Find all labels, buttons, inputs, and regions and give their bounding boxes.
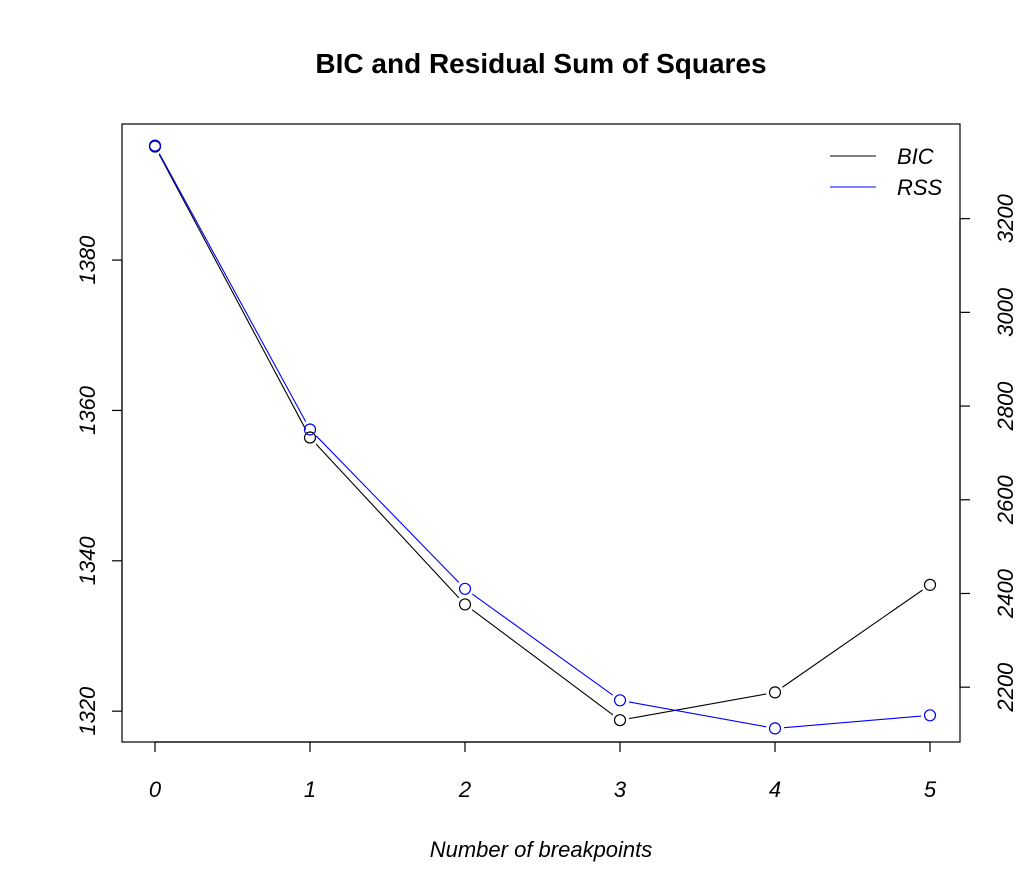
bic-point xyxy=(148,140,162,153)
x-tick-label: 4 xyxy=(769,777,781,802)
x-tick-label: 2 xyxy=(458,777,471,802)
rss-line-segment xyxy=(628,701,767,728)
series-layer xyxy=(148,139,937,735)
y-left-tick-label: 1380 xyxy=(75,235,100,285)
rss-point xyxy=(303,423,317,436)
x-tick-label: 5 xyxy=(924,777,937,802)
y-right-tick-label: 3200 xyxy=(993,193,1018,243)
x-tick-label: 0 xyxy=(149,777,162,802)
chart-title: BIC and Residual Sum of Squares xyxy=(315,48,766,79)
rss-legend-label: RSS xyxy=(897,175,943,200)
bic-line-segment xyxy=(782,589,923,688)
rss-line-segment xyxy=(158,153,307,422)
rss-point xyxy=(768,722,782,735)
bic-point xyxy=(303,431,317,444)
y-left-tick-label: 1340 xyxy=(75,536,100,586)
rss-point xyxy=(923,709,937,722)
rss-line-segment xyxy=(783,715,922,729)
bic-point xyxy=(768,686,782,699)
y-left-tick-label: 1360 xyxy=(75,385,100,435)
bic-point xyxy=(458,598,472,611)
y-right-tick-label: 2800 xyxy=(993,381,1018,432)
legend: BIC RSS xyxy=(830,144,943,200)
bic-line-segment xyxy=(315,443,460,599)
rss-point xyxy=(458,582,472,595)
x-tick-label: 1 xyxy=(304,777,316,802)
bic-line-segment xyxy=(628,693,767,720)
plot-frame xyxy=(121,123,961,743)
bic-line-segment xyxy=(158,154,307,430)
bic-line-segment xyxy=(471,609,614,716)
y-right-tick-label: 2400 xyxy=(993,568,1018,619)
y-right-tick-label: 3000 xyxy=(993,287,1018,337)
rss-point xyxy=(148,139,162,152)
y-right-tick-label: 2600 xyxy=(993,475,1018,526)
x-axis-label: Number of breakpoints xyxy=(430,837,653,862)
rss-line-segment xyxy=(315,435,460,583)
rss-point xyxy=(613,694,627,707)
rss-line-segment xyxy=(471,593,614,696)
y-left-tick-label: 1320 xyxy=(75,686,100,736)
x-tick-label: 3 xyxy=(614,777,627,802)
y-right-tick-label: 2200 xyxy=(993,662,1018,713)
bic-point xyxy=(923,578,937,591)
bic-point xyxy=(613,714,627,727)
axes: 0 1 2 3 4 5 1320 1340 1360 1380 2200 2400 2600 2800 30… xyxy=(75,193,1018,802)
bic-legend-label: BIC xyxy=(897,144,934,169)
